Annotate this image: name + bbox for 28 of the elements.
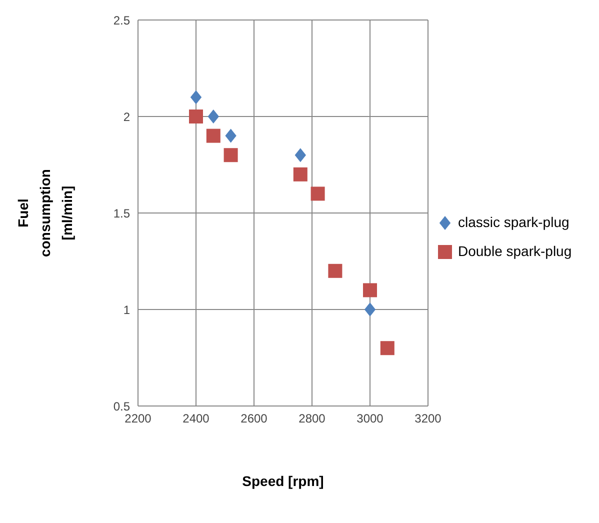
x-axis-title: Speed [rpm]	[242, 473, 324, 489]
point	[363, 283, 377, 298]
y-tick-label: 0.5	[113, 399, 130, 414]
point	[206, 128, 220, 143]
y-tick-label: 1.5	[113, 206, 130, 220]
x-tick-label: 3000	[356, 412, 384, 426]
y-axis-title: Fuel consumption [ml/min]	[15, 169, 75, 257]
point	[224, 148, 238, 162]
y-tick-label: 1	[123, 302, 130, 317]
point	[293, 167, 308, 182]
x-tick-label: 2800	[298, 412, 326, 426]
point	[310, 186, 325, 201]
legend-label: Double spark-plug	[458, 242, 572, 261]
point	[190, 90, 202, 104]
point	[189, 110, 203, 124]
point	[364, 302, 376, 316]
x-tick-label: 2400	[182, 412, 210, 426]
point	[294, 148, 306, 162]
legend-label: classic spark-plug	[458, 213, 570, 232]
x-tick-label: 2600	[240, 412, 268, 426]
point	[380, 341, 394, 356]
y-tick-label: 2.5	[113, 13, 130, 28]
point	[208, 110, 219, 124]
point	[328, 264, 342, 278]
x-tick-label: 3200	[414, 412, 442, 426]
y-tick-label: 2	[123, 110, 130, 124]
point	[225, 128, 236, 143]
x-tick-label: 2200	[124, 412, 152, 426]
